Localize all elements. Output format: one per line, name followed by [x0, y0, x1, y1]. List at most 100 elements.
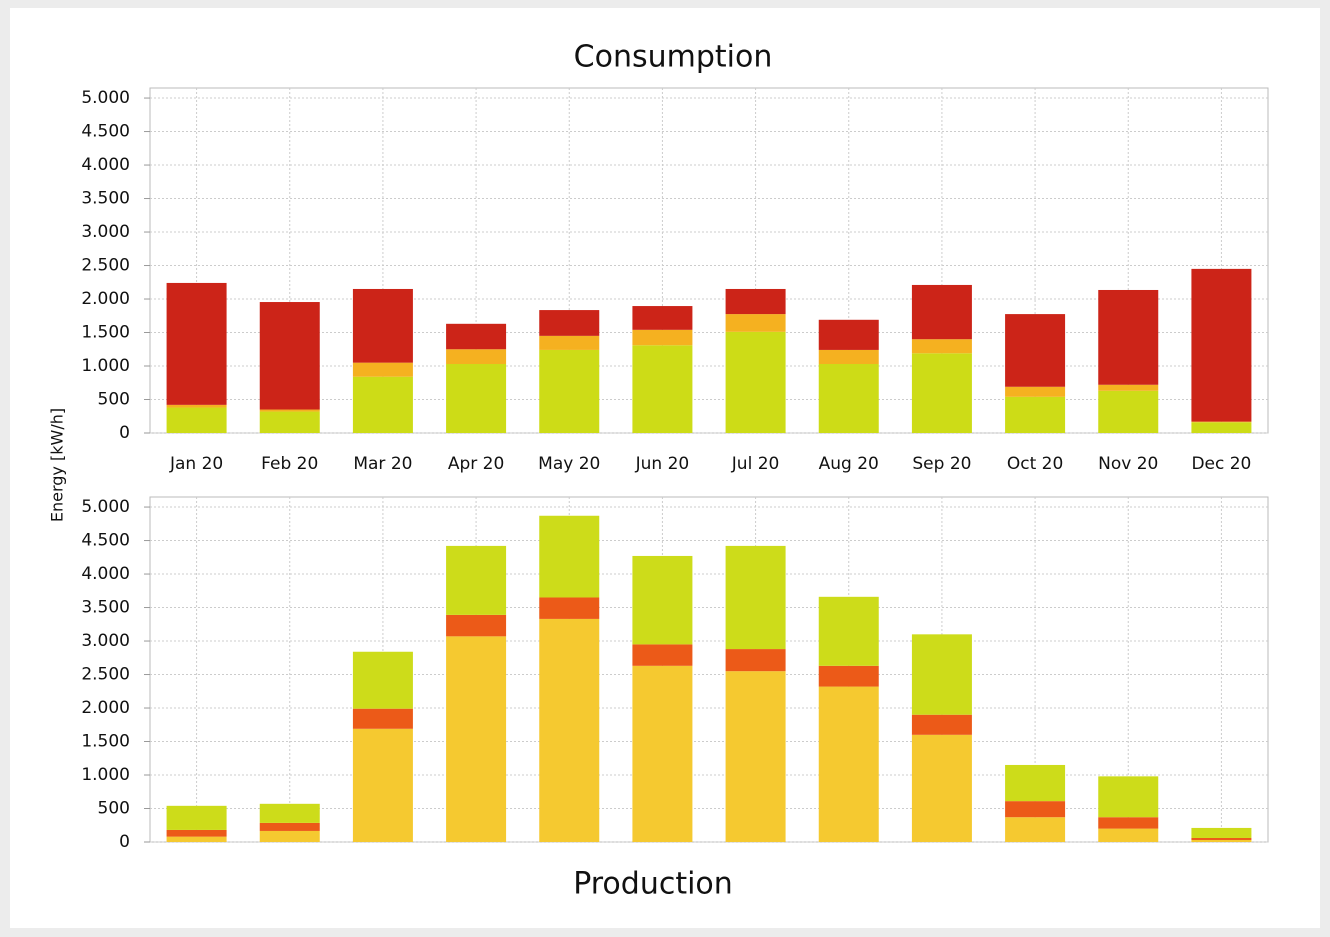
- bar-segment: [911, 734, 972, 842]
- bar-segment: [1098, 390, 1159, 433]
- bar-segment: [632, 306, 693, 330]
- bar-segment: [446, 364, 507, 433]
- bar-segment: [1098, 384, 1159, 391]
- x-tick-label: May 20: [538, 454, 600, 474]
- bar-segment: [632, 555, 693, 645]
- bar-segment: [166, 404, 227, 408]
- bar-segment: [539, 310, 600, 336]
- bar-segment: [352, 708, 413, 729]
- bar-segment: [1005, 801, 1066, 818]
- y-tick-label: 4.500: [81, 122, 130, 142]
- y-tick-label: 1.500: [81, 323, 130, 343]
- x-tick-label: Feb 20: [261, 454, 318, 474]
- y-tick-label: 1.000: [81, 765, 130, 785]
- y-tick-label: 2.500: [81, 665, 130, 685]
- bar-segment: [725, 649, 786, 672]
- bar-segment: [539, 618, 600, 842]
- bar-segment: [1005, 764, 1066, 802]
- y-tick-label: 4.000: [81, 564, 130, 584]
- y-tick-label: 0: [119, 832, 130, 852]
- bar-segment: [1098, 817, 1159, 829]
- y-tick-label: 2.000: [81, 289, 130, 309]
- bar-segment: [725, 331, 786, 433]
- bar-segment: [352, 288, 413, 363]
- bar-segment: [446, 545, 507, 615]
- bar-segment: [725, 288, 786, 315]
- y-tick-label: 1.000: [81, 356, 130, 376]
- bar-segment: [1005, 386, 1066, 397]
- bar-segment: [632, 345, 693, 433]
- bar-segment: [259, 409, 320, 412]
- bar-segment: [166, 829, 227, 837]
- bar-segment: [446, 614, 507, 637]
- bar-segment: [1191, 268, 1252, 422]
- bar-segment: [1191, 839, 1252, 842]
- bar-segment: [259, 803, 320, 823]
- bar-segment: [632, 644, 693, 666]
- x-tick-label: Jul 20: [731, 454, 780, 474]
- bar-segment: [818, 686, 879, 842]
- y-tick-label: 5.000: [81, 88, 130, 108]
- bar-segment: [259, 822, 320, 831]
- y-tick-label: 0: [119, 423, 130, 443]
- bar-segment: [446, 349, 507, 364]
- bar-segment: [539, 335, 600, 350]
- bar-segment: [1005, 817, 1066, 842]
- plot-area: [149, 87, 1269, 434]
- bar-segment: [725, 671, 786, 842]
- y-tick-label: 4.000: [81, 155, 130, 175]
- bar-segment: [725, 314, 786, 332]
- bar-segment: [1098, 289, 1159, 385]
- bar-segment: [539, 515, 600, 598]
- bar-segment: [818, 364, 879, 433]
- x-tick-label: Sep 20: [912, 454, 971, 474]
- x-tick-label: Mar 20: [353, 454, 412, 474]
- y-axis-label: Energy [kW/h]: [48, 408, 67, 522]
- bar-segment: [1191, 421, 1252, 423]
- x-tick-label: Jan 20: [169, 454, 223, 474]
- bar-segment: [352, 376, 413, 433]
- bar-segment: [352, 651, 413, 709]
- bar-segment: [166, 282, 227, 405]
- bar-segment: [446, 636, 507, 842]
- y-tick-label: 5.000: [81, 497, 130, 517]
- y-tick-label: 3.000: [81, 631, 130, 651]
- plot-area: [149, 496, 1269, 843]
- bar-segment: [352, 728, 413, 842]
- bar-segment: [539, 349, 600, 433]
- bar-segment: [632, 665, 693, 842]
- bar-segment: [539, 597, 600, 619]
- x-tick-label: Apr 20: [448, 454, 504, 474]
- chart-title: Consumption: [574, 40, 773, 75]
- y-tick-label: 4.500: [81, 531, 130, 551]
- x-tick-label: Jun 20: [635, 454, 690, 474]
- bar-segment: [818, 665, 879, 687]
- bar-segment: [259, 830, 320, 842]
- bar-segment: [911, 284, 972, 340]
- bar-segment: [1005, 314, 1066, 387]
- bar-segment: [911, 353, 972, 433]
- bar-segment: [352, 362, 413, 377]
- bar-segment: [818, 319, 879, 350]
- y-tick-label: 3.500: [81, 189, 130, 209]
- bar-segment: [632, 329, 693, 346]
- bar-segment: [911, 714, 972, 735]
- y-tick-label: 3.500: [81, 598, 130, 618]
- y-tick-label: 1.500: [81, 732, 130, 752]
- bar-segment: [1005, 396, 1066, 433]
- bar-segment: [1098, 828, 1159, 842]
- bar-segment: [446, 323, 507, 350]
- y-tick-label: 500: [98, 799, 130, 819]
- bar-segment: [1191, 837, 1252, 840]
- bar-segment: [911, 634, 972, 715]
- bar-segment: [166, 836, 227, 842]
- y-tick-label: 500: [98, 390, 130, 410]
- bar-segment: [818, 596, 879, 666]
- bar-segment: [725, 545, 786, 650]
- x-tick-label: Oct 20: [1007, 454, 1063, 474]
- y-tick-label: 2.500: [81, 256, 130, 276]
- x-tick-label: Dec 20: [1191, 454, 1251, 474]
- bar-segment: [1191, 827, 1252, 838]
- bar-segment: [259, 302, 320, 410]
